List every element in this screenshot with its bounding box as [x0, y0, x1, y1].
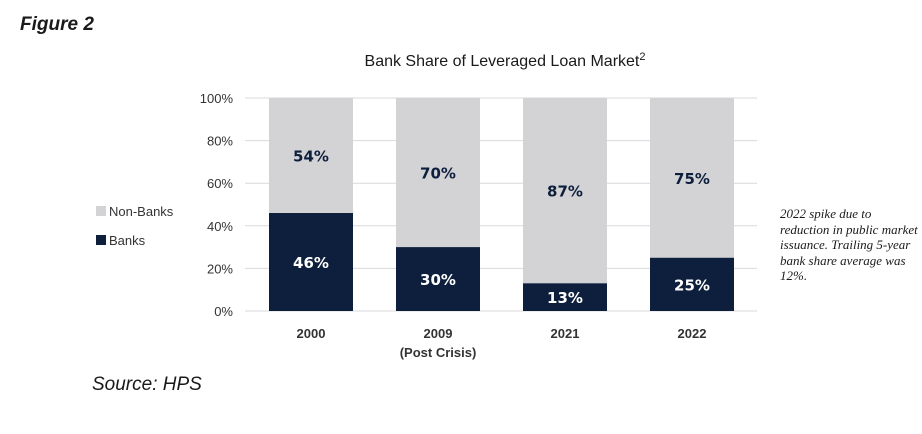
chart-title-text: Bank Share of Leveraged Loan Market — [365, 53, 640, 70]
data-label-non-banks-2022: 75% — [674, 170, 710, 188]
data-label-banks-2000: 46% — [293, 254, 329, 272]
x-axis-ticks: 2000 2009 (Post Crisis) 2021 2022 — [297, 326, 707, 360]
legend-swatch-non-banks — [96, 206, 106, 216]
bar-non-banks-2009 — [396, 98, 480, 248]
y-tick-label: 60% — [207, 176, 233, 191]
annotation-note: 2022 spike due to reduction in public ma… — [780, 206, 918, 283]
y-tick-label: 0% — [214, 304, 233, 319]
bar-banks-2009 — [396, 247, 480, 311]
legend-label-banks: Banks — [109, 233, 146, 248]
x-tick-sublabel-2009: (Post Crisis) — [400, 345, 477, 360]
bar-series: 46% 54% 30% 70% 13% 87% 25% 75% — [269, 98, 734, 311]
y-axis-ticks: 0% 20% 40% 60% 80% 100% — [200, 91, 234, 319]
y-tick-label: 20% — [207, 261, 233, 276]
data-label-banks-2022: 25% — [674, 276, 710, 294]
chart-title: Bank Share of Leveraged Loan Market2 — [365, 51, 646, 70]
y-tick-label: 100% — [200, 91, 234, 106]
bar-banks-2000 — [269, 213, 353, 311]
x-tick-label-2009: 2009 — [424, 326, 453, 341]
bar-banks-2022 — [650, 257, 734, 311]
bar-non-banks-2021 — [523, 98, 607, 284]
bar-non-banks-2022 — [650, 98, 734, 258]
bar-non-banks-2000 — [269, 98, 353, 214]
legend-label-non-banks: Non-Banks — [109, 204, 174, 219]
data-label-non-banks-2021: 87% — [547, 183, 583, 201]
chart-title-superscript: 2 — [639, 51, 645, 63]
data-label-non-banks-2000: 54% — [293, 148, 329, 166]
legend: Non-Banks Banks — [96, 204, 174, 248]
y-tick-label: 80% — [207, 134, 233, 149]
figure-label: Figure 2 — [20, 14, 94, 35]
x-tick-label-2021: 2021 — [551, 326, 580, 341]
source-note: Source: HPS — [92, 374, 202, 395]
legend-swatch-banks — [96, 235, 106, 245]
x-tick-label-2000: 2000 — [297, 326, 326, 341]
data-label-banks-2009: 30% — [420, 271, 456, 289]
bar-banks-2021 — [523, 283, 607, 311]
data-label-banks-2021: 13% — [547, 289, 583, 307]
y-tick-label: 40% — [207, 219, 233, 234]
data-label-non-banks-2009: 70% — [420, 165, 456, 183]
x-tick-label-2022: 2022 — [678, 326, 707, 341]
